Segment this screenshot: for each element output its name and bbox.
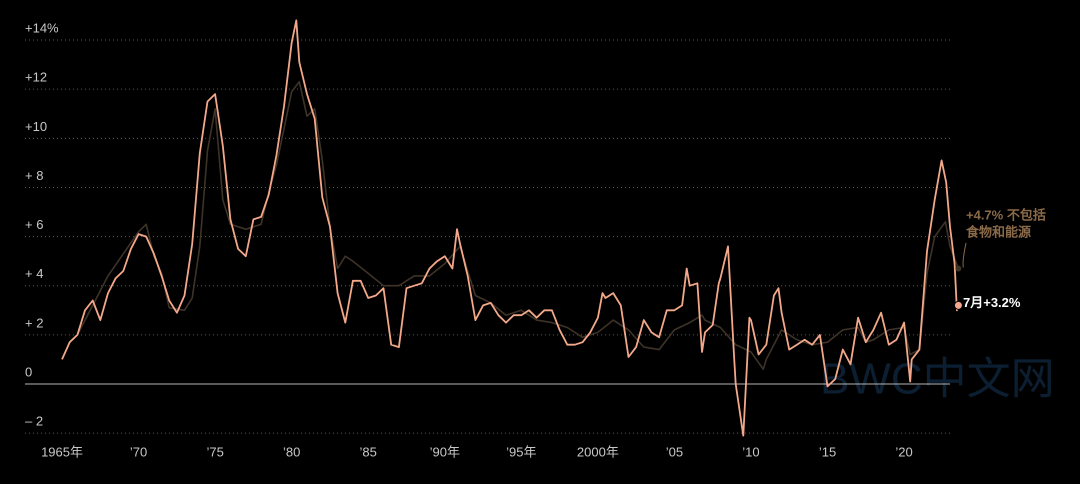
x-tick-label: ’95年 (506, 444, 536, 459)
x-tick-label: 2000年 (577, 444, 619, 459)
watermark: BWC中文网 (820, 355, 1055, 404)
x-tick-label: ’05 (666, 444, 683, 459)
y-tick-label: – 2 (25, 414, 43, 429)
end-dot (953, 300, 963, 310)
y-tick-label: +10 (25, 119, 47, 134)
core-annotation: +4.7% 不包括 (966, 207, 1046, 222)
x-tick-label: ’15 (819, 444, 836, 459)
x-tick-label: ’20 (895, 444, 912, 459)
series-line (61, 19, 960, 437)
y-tick-label: + 8 (25, 168, 43, 183)
x-tick-label: 1965年 (41, 444, 83, 459)
y-tick-label: + 4 (25, 266, 43, 281)
headline-annotation: 7月+3.2% (963, 295, 1021, 310)
series-line (76, 81, 960, 370)
x-tick-label: ’10 (742, 444, 759, 459)
x-tick-label: ’85 (360, 444, 377, 459)
core-annotation: 食物和能源 (966, 224, 1031, 239)
annotation-arrow (962, 242, 967, 268)
end-dot (955, 265, 962, 272)
y-tick-label: +14% (25, 20, 59, 35)
y-tick-label: +12 (25, 70, 47, 85)
x-tick-label: ’75 (206, 444, 223, 459)
x-tick-label: ’80 (283, 444, 300, 459)
x-tick-label: ’70 (130, 444, 147, 459)
y-tick-label: + 6 (25, 217, 43, 232)
x-tick-label: ’90年 (430, 444, 460, 459)
y-tick-label: 0 (25, 364, 32, 379)
y-tick-label: + 2 (25, 315, 43, 330)
